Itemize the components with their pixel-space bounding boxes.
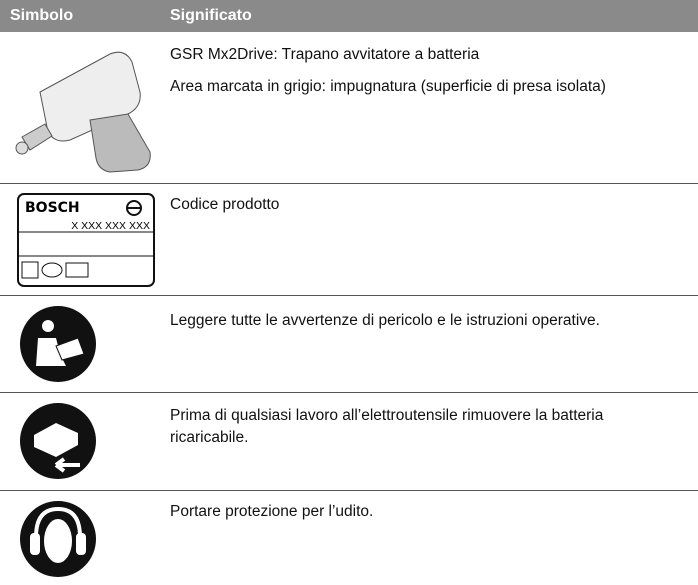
table-row: BOSCH X XXX XXX XXX Codice prodotto — [0, 184, 698, 296]
label-brand: BOSCH — [25, 200, 80, 216]
text-line: GSR Mx2Drive: Trapano avvitatore a batte… — [170, 46, 480, 63]
drill-image — [15, 51, 151, 173]
table-row: Leggere tutte le avvertenze di pericolo … — [0, 296, 698, 393]
ear-protection-icon — [20, 501, 96, 577]
text-line: Leggere tutte le avvertenze di pericolo … — [170, 312, 600, 329]
meaning: Prima di qualsiasi lavoro all’elettroute… — [170, 405, 670, 459]
text-line: Area marcata in grigio: impugnatura (sup… — [170, 78, 606, 95]
table-row: Portare protezione per l’udito. — [0, 491, 698, 585]
meaning: Portare protezione per l’udito. — [170, 501, 670, 533]
product-label: BOSCH X XXX XXX XXX — [17, 193, 155, 287]
label-code: X XXX XXX XXX — [71, 220, 150, 232]
remove-battery-icon — [20, 403, 96, 479]
header-cell: Simbolo — [10, 7, 74, 24]
meaning: Codice prodotto — [170, 194, 670, 226]
text-line: Prima di qualsiasi lavoro all’elettroute… — [170, 407, 604, 446]
header-cell: Significato — [170, 7, 252, 24]
meaning: Leggere tutte le avvertenze di pericolo … — [170, 310, 695, 342]
text-line: Portare protezione per l’udito. — [170, 503, 374, 520]
table-header: Simbolo Significato — [0, 0, 698, 32]
table-row: GSR Mx2Drive: Trapano avvitatore a batte… — [0, 32, 698, 184]
meaning: GSR Mx2Drive: Trapano avvitatore a batte… — [170, 44, 670, 108]
table-row: Prima di qualsiasi lavoro all’elettroute… — [0, 393, 698, 491]
text-line: Codice prodotto — [170, 196, 280, 213]
read-manual-icon — [20, 306, 96, 382]
